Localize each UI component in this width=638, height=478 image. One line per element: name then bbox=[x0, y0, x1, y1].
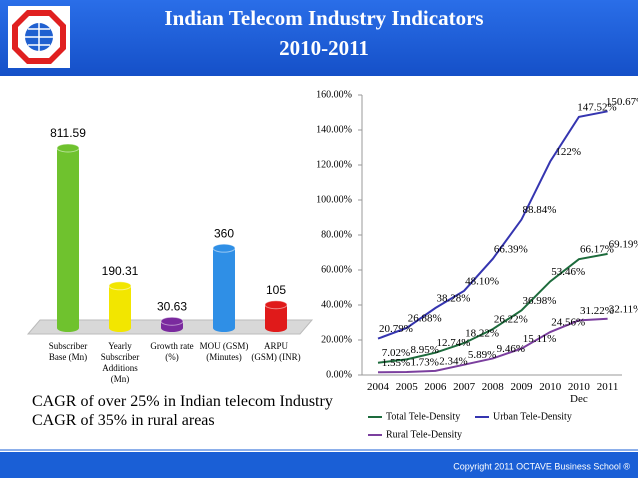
y-tick-label: 20.00% bbox=[321, 334, 352, 345]
series-line bbox=[377, 110, 608, 340]
data-label: 38.28% bbox=[436, 293, 470, 305]
data-label: 48.10% bbox=[465, 275, 499, 287]
data-label: 15.11% bbox=[523, 333, 557, 345]
x-tick-label: 2006 bbox=[424, 381, 447, 393]
x-tick-label: Yearly Subscriber Additions (Mn) bbox=[100, 341, 140, 384]
x-tick-label: 2008 bbox=[481, 381, 504, 393]
data-label: 26.22% bbox=[494, 314, 528, 326]
data-label: 9.46% bbox=[497, 343, 525, 355]
data-label: 122% bbox=[555, 146, 581, 158]
data-label: 53.46% bbox=[551, 266, 585, 278]
data-label: 36.98% bbox=[523, 295, 557, 307]
x-tick-label: 2007 bbox=[453, 381, 476, 393]
y-tick-label: 60.00% bbox=[321, 264, 352, 275]
series-line bbox=[377, 252, 608, 364]
x-tick-label: 2010 bbox=[539, 381, 562, 393]
bar-base bbox=[265, 324, 287, 332]
y-tick-label: 140.00% bbox=[316, 124, 352, 135]
note: CAGR of over 25% in Indian telecom Indus… bbox=[32, 393, 333, 410]
bar-top bbox=[56, 143, 80, 153]
x-tick-label: ARPU (GSM) (INR) bbox=[251, 341, 301, 362]
y-tick-label: 160.00% bbox=[316, 89, 352, 100]
data-label: 66.39% bbox=[494, 243, 528, 255]
y-tick-label: 100.00% bbox=[316, 194, 352, 205]
data-label: 26.88% bbox=[408, 312, 442, 324]
data-label: 2.34% bbox=[439, 355, 467, 367]
data-label: 18.22% bbox=[465, 328, 499, 340]
x-tick-label: MOU (GSM) (Minutes) bbox=[199, 341, 249, 362]
bar-base bbox=[161, 324, 183, 332]
data-label: 1.73% bbox=[410, 357, 438, 369]
data-label: 150.67% bbox=[606, 96, 638, 108]
bar-base bbox=[109, 324, 131, 332]
bar-base bbox=[213, 324, 235, 332]
bar-top bbox=[108, 281, 132, 291]
data-label: 31.22% bbox=[580, 305, 614, 317]
footer: Copyright 2011 OCTAVE Business School ® bbox=[453, 461, 630, 471]
footer-band bbox=[0, 452, 638, 478]
data-label: 7.02% bbox=[382, 347, 410, 359]
bar bbox=[109, 285, 131, 328]
y-tick-label: 80.00% bbox=[321, 229, 352, 240]
data-label: 32.11% bbox=[609, 303, 638, 315]
data-label: 147.52% bbox=[577, 101, 616, 113]
legend-label: Urban Tele-Density bbox=[493, 411, 572, 422]
bar-top bbox=[160, 316, 184, 326]
legend-label: Rural Tele-Density bbox=[386, 429, 462, 440]
bar-top bbox=[212, 243, 236, 253]
y-tick-label: 40.00% bbox=[321, 299, 352, 310]
bar bbox=[213, 248, 235, 328]
subtitle: 2010-2011 bbox=[279, 36, 369, 60]
bar bbox=[265, 304, 287, 328]
data-label: 88.84% bbox=[523, 204, 557, 216]
x-tick-label: 2011 bbox=[596, 381, 619, 393]
series-line bbox=[377, 317, 608, 374]
note: CAGR of 35% in rural areas bbox=[32, 412, 215, 429]
value-label: 190.31 bbox=[102, 264, 139, 278]
x-tick-label: Subscriber Base (Mn) bbox=[48, 341, 88, 362]
value-label: 360 bbox=[214, 226, 234, 240]
bar-base bbox=[57, 324, 79, 332]
y-tick-label: 0.00% bbox=[326, 369, 352, 380]
data-label: 5.89% bbox=[468, 349, 496, 361]
data-label: 66.17% bbox=[580, 244, 614, 256]
value-label: 30.63 bbox=[157, 299, 187, 313]
x-tick-label: 2004 bbox=[367, 381, 389, 393]
data-label: 8.95% bbox=[410, 344, 438, 356]
bar-top bbox=[264, 300, 288, 310]
logo-lines bbox=[25, 23, 53, 51]
header-band bbox=[0, 0, 638, 76]
x-tick-label: 2005 bbox=[395, 381, 418, 393]
bar bbox=[57, 148, 79, 328]
data-label: 69.19% bbox=[609, 238, 638, 250]
data-label: 12.74% bbox=[436, 337, 470, 349]
value-label: 811.59 bbox=[50, 126, 86, 140]
data-label: 20.79% bbox=[379, 323, 413, 335]
value-label: 105 bbox=[266, 283, 286, 297]
x-tick-label: 2009 bbox=[510, 381, 533, 393]
x-tick-label: 2010 Dec bbox=[567, 381, 590, 405]
legend-label: Total Tele-Density bbox=[386, 411, 460, 422]
x-tick-label: Growth rate (%) bbox=[150, 341, 194, 362]
title: Indian Telecom Industry Indicators bbox=[164, 6, 483, 30]
data-label: 24.56% bbox=[551, 317, 585, 329]
data-label: 1.55% bbox=[382, 357, 410, 369]
y-tick-label: 120.00% bbox=[316, 159, 352, 170]
